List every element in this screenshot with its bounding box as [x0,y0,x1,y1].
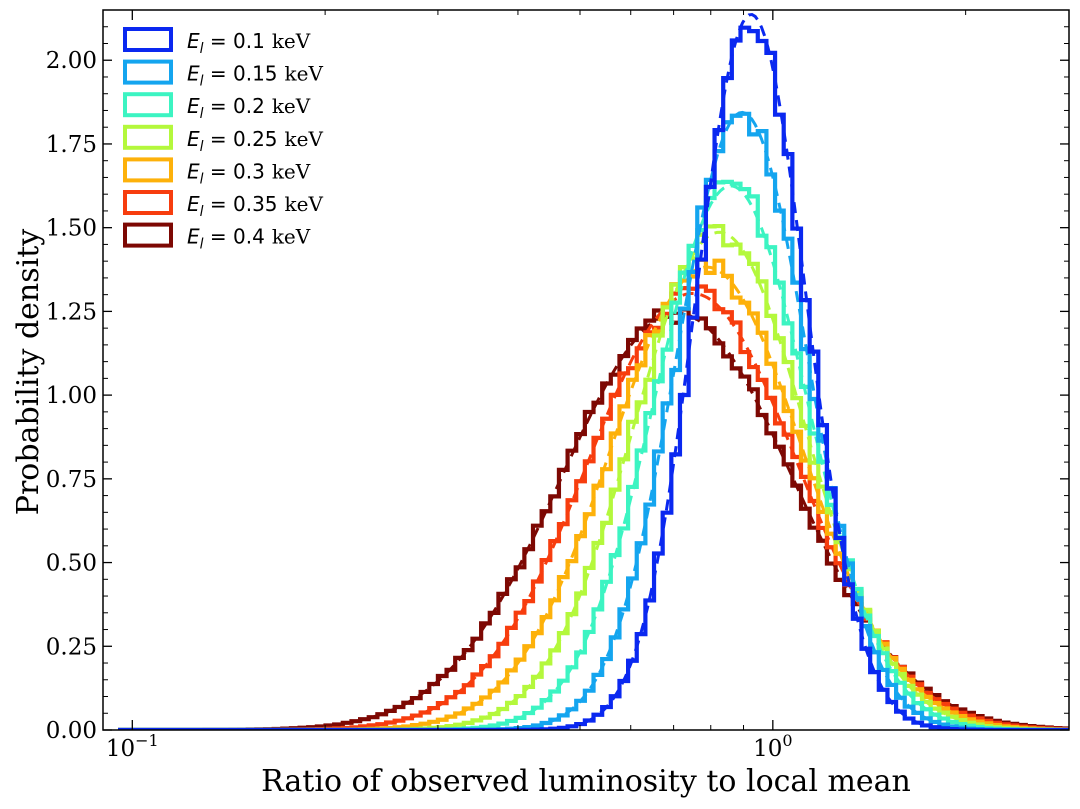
legend-value: = 0.4 [204,225,265,249]
legend-unit: keV [272,225,311,249]
legend-entry: El = 0.15 keV [123,59,324,90]
y-tick-label: 0.25 [46,634,97,660]
legend-unit: keV [272,29,311,53]
fit-curve [118,265,1069,730]
x-tick-exponent: −1 [135,731,159,750]
y-tick-label: 2.00 [46,48,97,74]
legend-label: El = 0.4 keV [187,225,311,253]
fit-curve [118,184,1069,730]
x-tick-label: 100 [753,731,792,762]
legend-value: = 0.2 [204,94,265,118]
legend-symbol: E [187,127,200,151]
y-axis-title: Probability density [11,229,46,516]
legend-subscript: l [200,204,204,220]
legend-value: = 0.1 [204,29,265,53]
legend-symbol: E [187,29,200,53]
legend-unit: keV [285,127,324,151]
y-tick-label: 1.00 [46,383,97,409]
y-tick-label: 1.75 [46,132,97,158]
legend-symbol: E [187,225,200,249]
legend-subscript: l [200,74,204,90]
legend-value: = 0.35 [204,192,278,216]
legend-entry: El = 0.2 keV [123,92,311,122]
plot-frame [102,9,1070,731]
fit-curve [118,12,1069,730]
legend-unit: keV [272,159,311,183]
legend-entry: El = 0.1 keV [123,27,311,57]
legend-unit: keV [285,62,324,86]
legend-label: El = 0.1 keV [187,29,311,57]
legend-swatch [123,124,173,150]
legend-swatch [123,190,173,215]
legend-unit: keV [285,192,324,216]
x-tick-exponent: 0 [782,731,792,750]
legend-symbol: E [187,192,200,216]
x-tick-label: 10−1 [106,731,159,762]
legend-swatch [123,92,173,118]
legend-swatch [123,59,173,85]
legend-value: = 0.3 [204,159,265,183]
legend-symbol: E [187,62,200,86]
legend-value: = 0.15 [204,62,278,86]
legend-label: El = 0.3 keV [187,159,311,187]
legend-swatch [123,27,173,52]
x-tick-base: 10 [753,736,782,762]
legend-subscript: l [200,41,204,57]
legend-symbol: E [187,94,200,118]
fit-curve [118,230,1069,730]
x-axis-title: Ratio of observed luminosity to local me… [261,764,911,799]
y-tick-label: 0.75 [46,467,97,493]
legend-label: El = 0.25 keV [187,127,324,155]
legend-label: El = 0.35 keV [187,192,324,220]
legend-entry: El = 0.3 keV [123,157,311,187]
y-tick-label: 0.50 [46,551,97,577]
legend-entry: El = 0.4 keV [123,222,311,253]
fit-curve [118,110,1069,730]
y-tick-label: 1.50 [46,216,97,242]
legend-label: El = 0.15 keV [187,62,324,90]
legend-entry: El = 0.35 keV [123,190,324,220]
legend-symbol: E [187,159,200,183]
y-tick-label: 1.25 [46,299,97,325]
legend-subscript: l [200,237,204,253]
legend-subscript: l [200,106,204,122]
x-tick-base: 10 [106,736,135,762]
ticks-layer: 0.000.250.500.751.001.251.501.752.0010−1… [46,10,1069,762]
legend-value: = 0.25 [204,127,278,151]
legend-swatch [123,222,173,248]
legend-label: El = 0.2 keV [187,94,311,122]
y-tick-label: 0.00 [46,718,97,744]
legend-swatch [123,157,173,183]
legend-subscript: l [200,139,204,155]
legend-unit: keV [272,94,311,118]
legend-entry: El = 0.25 keV [123,124,324,155]
legend-subscript: l [200,171,204,187]
